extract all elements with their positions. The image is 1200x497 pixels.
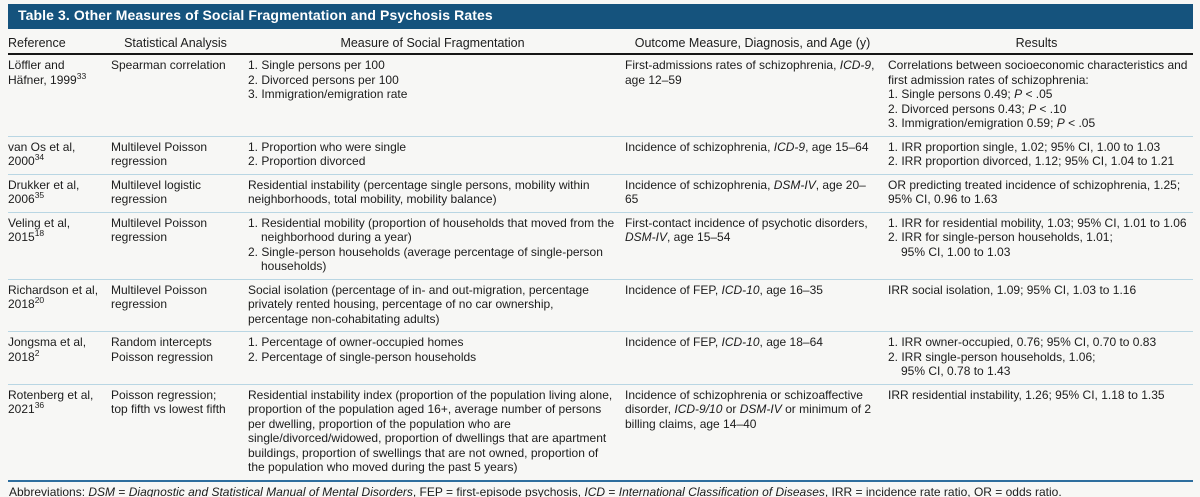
table-row: Löffler and Häfner, 199933 Spearman correl…: [8, 55, 1193, 137]
result-item: 1. IRR for residential mobility, 1.03; 9…: [888, 215, 1187, 230]
cell-results: 1. IRR proportion single, 1.02; 95% CI, …: [888, 137, 1193, 174]
cell-statistical-analysis: Multilevel Poisson regression: [111, 215, 208, 245]
abbreviations-note: Abbreviations: DSM = Diagnostic and Stat…: [8, 479, 1193, 497]
cell-results: 1. IRR owner-occupied, 0.76; 95% CI, 0.7…: [888, 332, 1193, 384]
result-item: IRR social isolation, 1.09; 95% CI, 1.03…: [888, 282, 1137, 297]
cell-outcome: Incidence of FEP, ICD-10, age 18–64: [625, 335, 823, 349]
measure-item: 2. Divorced persons per 100: [248, 72, 399, 87]
cell-results: 1. IRR for residential mobility, 1.03; 9…: [888, 213, 1193, 279]
cell-outcome: Incidence of schizophrenia, ICD-9, age 1…: [625, 139, 869, 154]
cell-statistical-analysis: Random intercepts Poisson regression: [111, 335, 214, 364]
cell-reference: Veling et al, 201518: [8, 215, 71, 245]
cell-outcome: Incidence of schizophrenia, DSM-IV, age …: [625, 177, 866, 207]
measure-item: 1. Proportion who were single: [248, 139, 407, 154]
result-item: IRR residential instability, 1.26; 95% C…: [888, 387, 1165, 402]
measure-item: 3. Immigration/emigration rate: [248, 87, 408, 101]
table-row: Drukker et al, 200635 Multilevel logistic r…: [8, 175, 1193, 213]
cell-statistical-analysis: Spearman correlation: [111, 58, 226, 72]
cell-measure: 1. Percentage of owner-occupied homes 2. …: [248, 332, 625, 384]
measure-item: 2. Percentage of single-person household…: [248, 349, 477, 364]
cell-results: IRR social isolation, 1.09; 95% CI, 1.03…: [888, 280, 1193, 332]
table-row: Veling et al, 201518 Multilevel Poisson reg…: [8, 213, 1193, 280]
result-item: 2. IRR proportion divorced, 1.12; 95% CI…: [888, 154, 1175, 168]
column-header-reference: Reference: [8, 35, 66, 50]
cell-statistical-analysis: Multilevel Poisson regression: [111, 139, 208, 169]
result-item: 2. Divorced persons 0.43; P < .10: [888, 101, 1067, 116]
column-header-measure-of-social-fragmentation: Measure of Social Fragmentation: [340, 35, 525, 50]
result-item: 1. IRR proportion single, 1.02; 95% CI, …: [888, 139, 1161, 154]
cell-statistical-analysis: Poisson regression; top fifth vs lowest f…: [111, 387, 226, 417]
result-item: 3. Immigration/emigration 0.59; P < .05: [888, 116, 1096, 130]
measure-item: Social isolation (percentage of in- and …: [248, 282, 589, 326]
cell-results: IRR residential instability, 1.26; 95% C…: [888, 385, 1193, 480]
cell-outcome: Incidence of FEP, ICD-10, age 16–35: [625, 282, 823, 297]
table-header-row: Reference Statistical Analysis Measure o…: [8, 32, 1193, 55]
measure-item: Residential instability (percentage sing…: [248, 177, 590, 207]
measure-item: 2. Proportion divorced: [248, 154, 366, 168]
table-row: Jongsma et al, 20182 Random intercepts Pois…: [8, 332, 1193, 385]
cell-statistical-analysis: Multilevel Poisson regression: [111, 282, 208, 312]
cell-reference: Rotenberg et al, 202136: [8, 387, 94, 417]
table-body: Löffler and Häfner, 199933 Spearman correl…: [8, 55, 1193, 480]
cell-outcome: Incidence of schizophrenia or schizoaffe…: [625, 387, 872, 431]
result-item: 1. Single persons 0.49; P < .05: [888, 87, 1053, 101]
cell-statistical-analysis: Multilevel logistic regression: [111, 177, 202, 207]
measure-item: 1. Residential mobility (proportion of h…: [248, 215, 615, 245]
table-title-bar: Table 3. Other Measures of Social Fragme…: [8, 4, 1193, 29]
cell-results: Correlations between socioeconomic chara…: [888, 55, 1193, 136]
table-row: Rotenberg et al, 202136 Poisson regression…: [8, 385, 1193, 480]
result-item: 2. IRR for single-person households, 1.0…: [888, 230, 1113, 259]
cell-measure: Residential instability index (proportio…: [248, 385, 625, 480]
result-item: 1. IRR owner-occupied, 0.76; 95% CI, 0.7…: [888, 335, 1157, 349]
result-item: Correlations between socioeconomic chara…: [888, 58, 1188, 87]
measure-item: 1. Single persons per 100: [248, 58, 385, 72]
result-item: OR predicting treated incidence of schiz…: [888, 177, 1181, 207]
cell-measure: 1. Single persons per 100 2. Divorced per…: [248, 55, 625, 136]
column-header-results: Results: [1015, 35, 1058, 50]
cell-measure: Social isolation (percentage of in- and …: [248, 280, 625, 332]
cell-measure: 1. Proportion who were single 2. Proporti…: [248, 137, 625, 174]
cell-reference: Drukker et al, 200635: [8, 177, 80, 207]
table-row: van Os et al, 200034 Multilevel Poisson reg…: [8, 137, 1193, 175]
measure-item: Residential instability index (proportio…: [248, 387, 613, 475]
table-row: Richardson et al, 201820 Multilevel Poisso…: [8, 280, 1193, 332]
column-header-statistical-analysis: Statistical Analysis: [124, 35, 227, 50]
cell-measure: Residential instability (percentage sing…: [248, 175, 625, 212]
cell-outcome: First-admissions rates of schizophrenia,…: [625, 58, 875, 87]
cell-reference: Jongsma et al, 20182: [8, 335, 87, 364]
cell-results: OR predicting treated incidence of schiz…: [888, 175, 1193, 212]
table-title: Table 3. Other Measures of Social Fragme…: [18, 7, 493, 23]
column-header-outcome-measure: Outcome Measure, Diagnosis, and Age (y): [634, 35, 871, 50]
cell-reference: van Os et al, 200034: [8, 139, 76, 169]
cell-measure: 1. Residential mobility (proportion of h…: [248, 213, 625, 279]
table: Reference Statistical Analysis Measure o…: [8, 32, 1193, 480]
measure-item: 2. Single-person households (average per…: [248, 244, 603, 274]
result-item: 2. IRR single-person households, 1.06; 95…: [888, 349, 1096, 379]
cell-reference: Löffler and Häfner, 199933: [8, 58, 87, 87]
cell-reference: Richardson et al, 201820: [8, 282, 99, 312]
cell-outcome: First-contact incidence of psychotic dis…: [625, 215, 868, 245]
measure-item: 1. Percentage of owner-occupied homes: [248, 335, 464, 349]
